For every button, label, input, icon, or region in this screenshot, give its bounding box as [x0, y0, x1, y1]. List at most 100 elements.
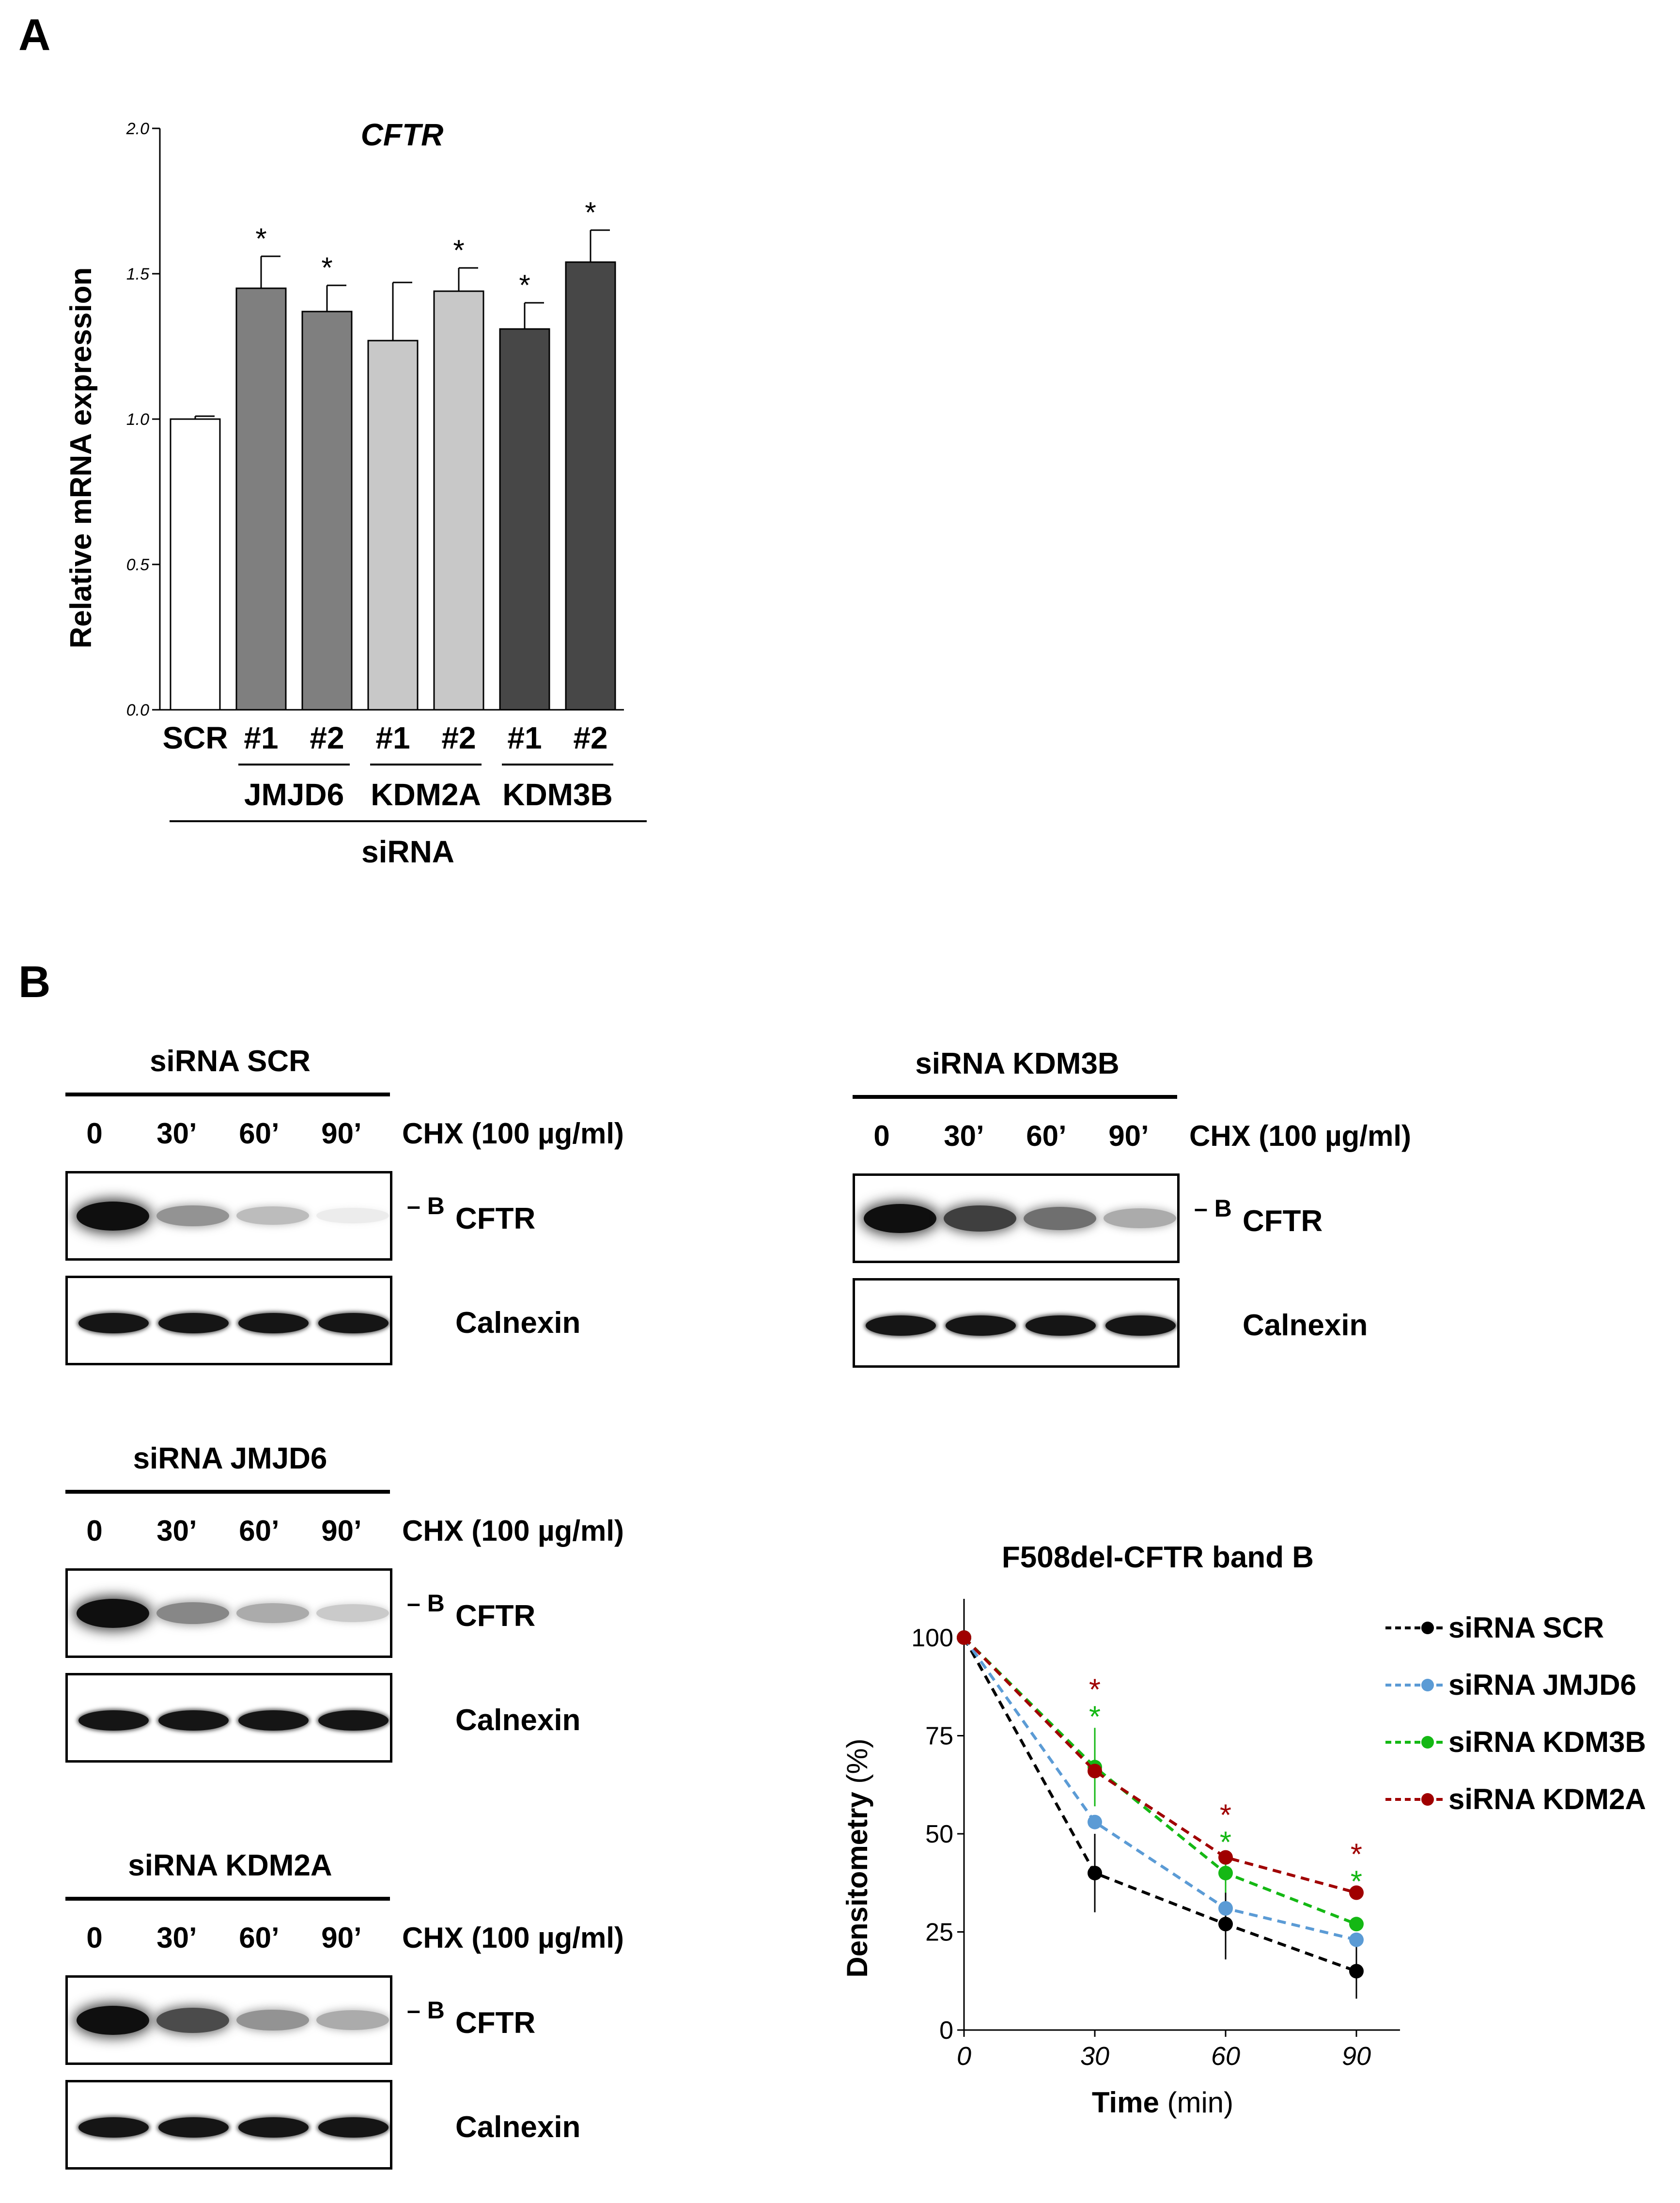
- panel-b-letter: B: [18, 957, 51, 1007]
- legend-marker: [1421, 1622, 1434, 1634]
- calnexin-band: [158, 1313, 229, 1333]
- data-point: [1349, 1932, 1364, 1947]
- calnexin-label: Calnexin: [455, 1703, 581, 1737]
- cftr-band: [77, 1599, 149, 1628]
- category-label: #1: [244, 720, 278, 755]
- calnexin-band: [78, 2117, 149, 2138]
- category-label: #2: [310, 720, 344, 755]
- calnexin-band: [1026, 1315, 1096, 1336]
- significance-star: *: [453, 234, 464, 266]
- bar-chart: 0.0 0.5 1.0 1.5 2.0 CFTR Relative mRNA express…: [64, 117, 647, 869]
- y-tick-label: 2.0: [126, 120, 149, 138]
- line-chart-title: F508del-CFTR band B: [1002, 1541, 1314, 1574]
- calnexin-band: [318, 1710, 389, 1731]
- cftr-blot: [65, 1568, 392, 1658]
- bar: [367, 340, 419, 711]
- calnexin-label: Calnexin: [1243, 1309, 1368, 1342]
- calnexin-band: [866, 1315, 936, 1336]
- y-tick-label: 0.5: [126, 556, 149, 574]
- chx-label: CHX (100 µg/ml): [402, 1117, 624, 1150]
- y-axis-label: Densitometry (%): [841, 1738, 873, 1977]
- data-point: [1088, 1814, 1102, 1829]
- group-label: JMJD6: [244, 777, 344, 812]
- band-b-marker: – B: [407, 1590, 445, 1617]
- x-axis-label-main: Time: [1092, 2086, 1159, 2119]
- blot-title-line: [65, 1093, 390, 1096]
- calnexin-band: [158, 1710, 229, 1731]
- data-point: [1218, 1901, 1233, 1916]
- band-b-marker: – B: [1194, 1195, 1232, 1222]
- chx-label: CHX (100 µg/ml): [1189, 1120, 1411, 1152]
- time-label: 30’: [156, 1515, 197, 1547]
- bar: [170, 418, 221, 711]
- cftr-band: [156, 2007, 229, 2033]
- calnexin-band: [238, 1710, 309, 1731]
- time-label: 0: [86, 1515, 103, 1547]
- data-point: [957, 1630, 971, 1645]
- time-label: 90’: [321, 1117, 362, 1150]
- cftr-band: [156, 1205, 229, 1227]
- calnexin-label: Calnexin: [455, 1306, 581, 1340]
- cftr-label: CFTR: [455, 1202, 536, 1235]
- series-line: [963, 1637, 1357, 1941]
- legend-marker: [1421, 1793, 1434, 1806]
- calnexin-blot: [65, 1276, 392, 1365]
- x-tick-label: 30: [1080, 2042, 1109, 2071]
- cftr-band: [316, 1604, 389, 1622]
- time-label: 60’: [239, 1117, 280, 1150]
- cftr-blot: [65, 1975, 392, 2065]
- significance-star: *: [519, 269, 530, 301]
- chart-title: CFTR: [361, 117, 444, 152]
- significance-star: *: [321, 251, 332, 284]
- significance-star: *: [1220, 1799, 1231, 1832]
- chx-label: CHX (100 µg/ml): [402, 1515, 624, 1547]
- cftr-band: [77, 1202, 149, 1231]
- x-axis-label: Time (min): [1092, 2086, 1233, 2119]
- cftr-band: [156, 1602, 229, 1624]
- series-line: [963, 1636, 1357, 1894]
- cftr-band: [77, 2006, 149, 2035]
- data-point: [1349, 1964, 1364, 1979]
- cftr-band: [1024, 1206, 1096, 1230]
- series-line: [963, 1637, 1357, 1973]
- line-chart: F508del-CFTR band B 0 25 50 75 100 0 30 60 90 Time…: [841, 1541, 1646, 2119]
- data-point: [1088, 1764, 1102, 1779]
- cftr-label: CFTR: [1243, 1204, 1323, 1238]
- significance-star: *: [1351, 1838, 1362, 1872]
- y-tick-label: 50: [925, 1820, 953, 1848]
- time-label: 90’: [321, 1515, 362, 1547]
- data-point: [1218, 1866, 1233, 1880]
- x-tick-label: 90: [1342, 2042, 1371, 2071]
- time-label: 60’: [239, 1922, 280, 1954]
- blot-title: siRNA SCR: [150, 1045, 311, 1078]
- calnexin-band: [946, 1315, 1016, 1336]
- significance-star: *: [1351, 1865, 1362, 1899]
- blot-title-line: [65, 1897, 390, 1901]
- time-label: 60’: [1026, 1120, 1067, 1152]
- cftr-label: CFTR: [455, 1599, 536, 1633]
- y-tick-label: 1.5: [126, 265, 149, 283]
- cftr-band: [864, 1204, 936, 1233]
- cftr-band: [944, 1205, 1016, 1232]
- time-label: 30’: [944, 1120, 984, 1152]
- category-label: #2: [441, 720, 476, 755]
- time-label: 30’: [156, 1922, 197, 1954]
- bar: [433, 290, 484, 711]
- cftr-blot: [853, 1173, 1180, 1263]
- calnexin-band: [238, 1313, 309, 1333]
- time-label: 0: [86, 1922, 103, 1954]
- group-label: KDM2A: [371, 777, 481, 812]
- y-tick-label: 0.0: [126, 701, 149, 719]
- cftr-band: [316, 1207, 389, 1224]
- cftr-band: [236, 2009, 309, 2031]
- calnexin-band: [158, 2117, 229, 2138]
- calnexin-band: [318, 2117, 389, 2138]
- bar: [499, 328, 550, 711]
- data-point: [1349, 1917, 1364, 1932]
- cftr-band: [1104, 1208, 1176, 1228]
- calnexin-blot: [65, 2080, 392, 2170]
- significance-star: *: [255, 222, 266, 255]
- bar: [301, 311, 353, 711]
- significance-star: *: [1089, 1700, 1101, 1734]
- bar: [235, 287, 287, 711]
